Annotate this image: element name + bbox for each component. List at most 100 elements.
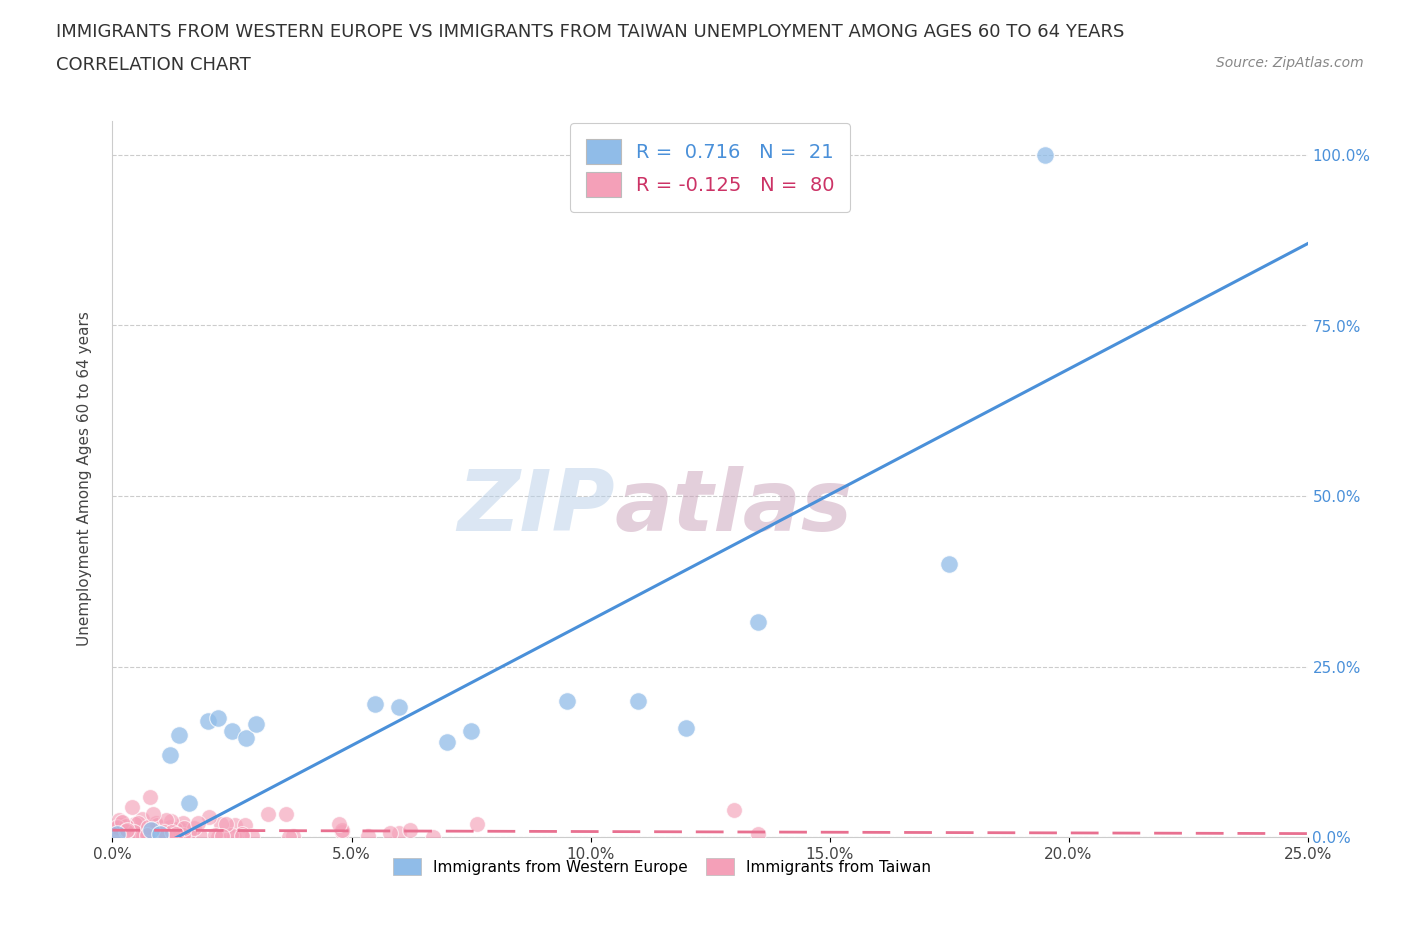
Point bbox=[209, 817, 232, 831]
Text: CORRELATION CHART: CORRELATION CHART bbox=[56, 56, 252, 73]
Point bbox=[115, 823, 138, 838]
Text: Source: ZipAtlas.com: Source: ZipAtlas.com bbox=[1216, 56, 1364, 70]
Point bbox=[108, 813, 131, 828]
Point bbox=[162, 825, 184, 840]
Point bbox=[215, 816, 238, 830]
Point bbox=[235, 731, 257, 746]
Point bbox=[231, 829, 253, 844]
Text: IMMIGRANTS FROM WESTERN EUROPE VS IMMIGRANTS FROM TAIWAN UNEMPLOYMENT AMONG AGES: IMMIGRANTS FROM WESTERN EUROPE VS IMMIGR… bbox=[56, 23, 1125, 41]
Point bbox=[231, 827, 253, 842]
Point bbox=[187, 816, 209, 830]
Legend: Immigrants from Western Europe, Immigrants from Taiwan: Immigrants from Western Europe, Immigran… bbox=[385, 850, 939, 883]
Point bbox=[221, 724, 243, 738]
Point bbox=[167, 825, 190, 840]
Point bbox=[172, 816, 194, 830]
Point bbox=[747, 615, 769, 630]
Point bbox=[627, 693, 650, 708]
Point bbox=[136, 820, 159, 835]
Point bbox=[160, 825, 183, 840]
Point bbox=[399, 823, 422, 838]
Point bbox=[105, 819, 128, 834]
Point bbox=[938, 557, 960, 572]
Point bbox=[197, 810, 219, 825]
Point bbox=[155, 813, 177, 828]
Point bbox=[224, 817, 246, 832]
Point bbox=[1033, 148, 1056, 163]
Point bbox=[555, 693, 578, 708]
Point bbox=[139, 823, 162, 838]
Point bbox=[142, 806, 165, 821]
Point bbox=[105, 821, 128, 836]
Point bbox=[176, 823, 198, 838]
Point bbox=[169, 727, 191, 742]
Point bbox=[172, 828, 194, 843]
Point bbox=[257, 806, 280, 821]
Point bbox=[747, 826, 769, 841]
Point bbox=[378, 826, 401, 841]
Point bbox=[159, 828, 181, 843]
Point bbox=[159, 819, 181, 834]
Point bbox=[152, 823, 174, 838]
Point bbox=[330, 822, 353, 837]
Point bbox=[211, 828, 233, 843]
Point bbox=[281, 829, 304, 844]
Point bbox=[139, 790, 162, 804]
Point bbox=[159, 748, 181, 763]
Text: atlas: atlas bbox=[614, 466, 852, 549]
Point bbox=[723, 803, 745, 817]
Point bbox=[132, 829, 155, 844]
Point bbox=[148, 830, 170, 844]
Point bbox=[105, 826, 128, 841]
Point bbox=[460, 724, 482, 738]
Point bbox=[146, 823, 169, 838]
Point bbox=[162, 829, 184, 844]
Point bbox=[165, 826, 187, 841]
Point bbox=[152, 825, 174, 840]
Point bbox=[276, 806, 298, 821]
Point bbox=[127, 830, 149, 844]
Point bbox=[422, 830, 444, 844]
Point bbox=[173, 820, 195, 835]
Point bbox=[183, 821, 205, 836]
Point bbox=[149, 826, 172, 841]
Point bbox=[107, 830, 129, 844]
Point bbox=[388, 826, 411, 841]
Point bbox=[467, 817, 489, 831]
Point bbox=[188, 829, 211, 844]
Point bbox=[111, 815, 134, 830]
Point bbox=[124, 817, 146, 831]
Point bbox=[204, 828, 226, 843]
Point bbox=[388, 700, 411, 715]
Point bbox=[222, 830, 245, 844]
Point bbox=[277, 830, 299, 844]
Point bbox=[177, 795, 200, 810]
Point bbox=[197, 713, 219, 728]
Point bbox=[177, 825, 200, 840]
Point bbox=[136, 827, 159, 842]
Point bbox=[357, 829, 380, 844]
Point bbox=[328, 817, 350, 831]
Point bbox=[135, 828, 157, 843]
Point bbox=[138, 828, 160, 843]
Point bbox=[124, 825, 146, 840]
Point bbox=[153, 828, 176, 843]
Point bbox=[242, 829, 264, 844]
Point bbox=[127, 816, 149, 830]
Point bbox=[156, 825, 179, 840]
Point bbox=[364, 697, 387, 711]
Point bbox=[436, 734, 458, 749]
Point bbox=[160, 814, 183, 829]
Point bbox=[207, 711, 229, 725]
Text: ZIP: ZIP bbox=[457, 466, 614, 549]
Point bbox=[166, 829, 188, 844]
Point bbox=[145, 815, 167, 830]
Point bbox=[330, 824, 353, 839]
Point bbox=[145, 817, 167, 832]
Point bbox=[207, 830, 229, 844]
Point bbox=[143, 822, 166, 837]
Point bbox=[115, 819, 138, 834]
Y-axis label: Unemployment Among Ages 60 to 64 years: Unemployment Among Ages 60 to 64 years bbox=[77, 312, 91, 646]
Point bbox=[233, 817, 256, 832]
Point bbox=[167, 820, 190, 835]
Point bbox=[134, 827, 156, 842]
